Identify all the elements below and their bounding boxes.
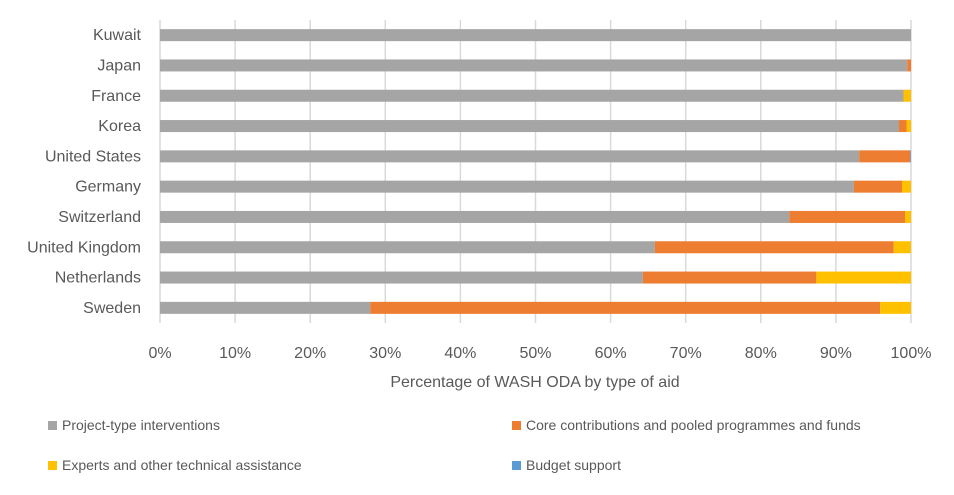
bar-segment-1 bbox=[642, 271, 817, 284]
bar-segment-1 bbox=[654, 241, 894, 254]
bar-segment-2 bbox=[880, 301, 911, 314]
bar-segment-1 bbox=[898, 120, 907, 133]
category-label: Netherlands bbox=[55, 270, 141, 287]
legend-item-project: Project-type interventions bbox=[48, 417, 220, 433]
bar-segment-1 bbox=[789, 210, 905, 223]
category-label: Kuwait bbox=[93, 27, 142, 44]
category-label: Switzerland bbox=[58, 209, 141, 226]
bar-segment-1 bbox=[370, 301, 881, 314]
bar-segment-0 bbox=[160, 120, 899, 133]
bar-segment-1 bbox=[859, 150, 911, 163]
bar-segment-2 bbox=[901, 180, 911, 193]
bar-segment-0 bbox=[160, 59, 908, 72]
bar-segment-2 bbox=[903, 89, 911, 102]
x-tick-label: 50% bbox=[519, 345, 551, 362]
x-tick-label: 0% bbox=[148, 345, 171, 362]
category-label: Korea bbox=[98, 118, 141, 135]
x-tick-label: 40% bbox=[444, 345, 476, 362]
bar-segment-2 bbox=[893, 241, 911, 254]
category-label: France bbox=[91, 88, 141, 105]
category-label: Sweden bbox=[83, 300, 141, 317]
bar-segment-2 bbox=[816, 271, 911, 284]
x-tick-label: 10% bbox=[219, 345, 251, 362]
category-label: Japan bbox=[97, 57, 141, 74]
legend-item-core: Core contributions and pooled programmes… bbox=[512, 417, 861, 433]
bar-segment-0 bbox=[160, 271, 643, 284]
bar-segment-0 bbox=[160, 150, 860, 163]
stacked-bar-chart: 0% 10% 20% 30% 40% 50% 60% 70% 80% 90% 100% Percent… bbox=[27, 20, 932, 391]
x-tick-label: 30% bbox=[369, 345, 401, 362]
legend-label: Budget support bbox=[526, 457, 621, 473]
legend-swatch bbox=[48, 420, 57, 430]
bar-segment-1 bbox=[853, 180, 902, 193]
bar-segment-1 bbox=[907, 59, 911, 72]
legend-label: Project-type interventions bbox=[62, 417, 220, 433]
x-tick-label: 20% bbox=[294, 345, 326, 362]
bar-segment-0 bbox=[160, 210, 790, 223]
category-label: United States bbox=[45, 148, 141, 165]
x-tick-label: 70% bbox=[670, 345, 702, 362]
x-tick-label: 100% bbox=[891, 345, 932, 362]
legend-item-experts: Experts and other technical assistance bbox=[48, 457, 302, 473]
legend-label: Core contributions and pooled programmes… bbox=[526, 417, 861, 433]
bar-segment-0 bbox=[160, 180, 854, 193]
bar-segment-0 bbox=[160, 89, 904, 102]
legend-item-budget: Budget support bbox=[512, 457, 621, 473]
bar-segment-2 bbox=[904, 210, 911, 223]
bar-segment-2 bbox=[906, 120, 911, 133]
category-label: Germany bbox=[75, 179, 141, 196]
category-label: United Kingdom bbox=[27, 239, 141, 256]
legend-label: Experts and other technical assistance bbox=[62, 457, 302, 473]
bar-segment-0 bbox=[160, 241, 655, 254]
x-axis-title: Percentage of WASH ODA by type of aid bbox=[390, 374, 679, 391]
legend-swatch bbox=[512, 460, 521, 470]
bar-segment-3 bbox=[910, 150, 911, 163]
x-tick-label: 90% bbox=[820, 345, 852, 362]
legend-swatch bbox=[48, 460, 57, 470]
x-tick-label: 60% bbox=[595, 345, 627, 362]
bar-segment-0 bbox=[160, 301, 371, 314]
bar-segment-0 bbox=[160, 29, 911, 42]
x-tick-label: 80% bbox=[745, 345, 777, 362]
legend-swatch bbox=[512, 420, 521, 430]
